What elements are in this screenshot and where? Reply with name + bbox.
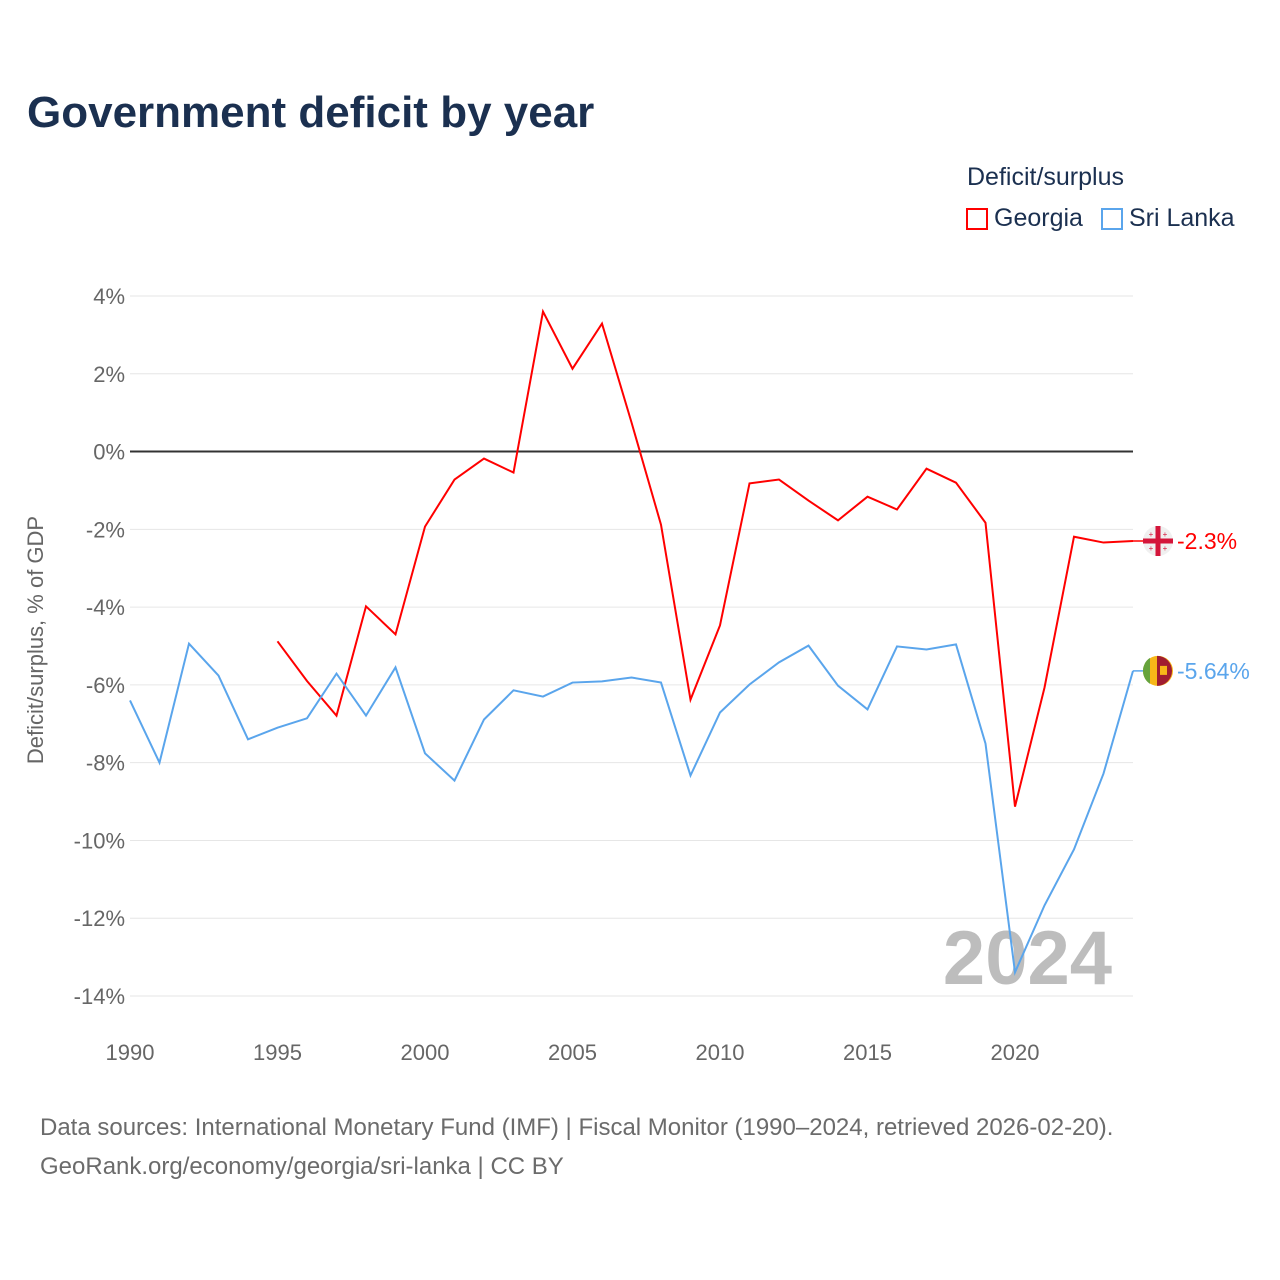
footer: Data sources: International Monetary Fun… bbox=[40, 1108, 1113, 1186]
legend-item-sri-lanka[interactable]: Sri Lanka bbox=[1100, 204, 1235, 233]
series-line-sri-lanka bbox=[129, 641, 1134, 976]
legend-swatch-sri-lanka bbox=[1100, 207, 1123, 230]
y-tick-label: 2% bbox=[93, 362, 125, 387]
legend-label-georgia: Georgia bbox=[994, 204, 1083, 232]
x-tick-label: 2015 bbox=[843, 1040, 892, 1065]
sri-lanka-flag-lion bbox=[1160, 665, 1167, 675]
y-tick-label: -8% bbox=[86, 751, 125, 776]
y-tick-label: -2% bbox=[86, 517, 125, 542]
year-watermark: 2024 bbox=[943, 916, 1112, 1001]
chart-title: Government deficit by year bbox=[27, 88, 595, 137]
y-tick-label: 4% bbox=[93, 284, 125, 309]
y-tick-label: -4% bbox=[86, 595, 125, 620]
legend-title: Deficit/surplus bbox=[967, 163, 1124, 191]
x-tick-label: 1990 bbox=[106, 1040, 155, 1065]
y-tick-label: -12% bbox=[74, 906, 125, 931]
georgia-flag-small-cross: + bbox=[1163, 544, 1168, 553]
georgia-flag-small-cross: + bbox=[1149, 544, 1154, 553]
legend-swatch-georgia bbox=[966, 207, 988, 230]
x-tick-label: 2005 bbox=[548, 1040, 597, 1065]
georgia-flag-cross bbox=[1155, 526, 1161, 556]
y-tick-label: 0% bbox=[93, 440, 125, 465]
end-value-label: -2.3% bbox=[1177, 528, 1237, 554]
y-tick-label: -10% bbox=[74, 828, 125, 853]
legend-label-sri-lanka: Sri Lanka bbox=[1128, 204, 1235, 232]
x-tick-label: 2020 bbox=[991, 1040, 1040, 1065]
legend-item-georgia[interactable]: Georgia bbox=[966, 204, 1083, 233]
x-tick-label: 2010 bbox=[696, 1040, 745, 1065]
source-link[interactable]: GeoRank.org/economy/georgia/sri-lanka | … bbox=[40, 1153, 564, 1180]
x-tick-label: 1995 bbox=[253, 1040, 302, 1065]
y-tick-label: -6% bbox=[86, 673, 125, 698]
x-tick-label: 2000 bbox=[401, 1040, 450, 1065]
y-axis-label: Deficit/surplus, % of GDP bbox=[23, 516, 48, 764]
y-tick-label: -14% bbox=[74, 984, 125, 1009]
legend: Georgia Sri Lanka bbox=[966, 204, 1235, 233]
georgia-flag-small-cross: + bbox=[1149, 530, 1154, 539]
sri-lanka-flag-green bbox=[1142, 657, 1150, 684]
georgia-flag-small-cross: + bbox=[1163, 530, 1168, 539]
data-sources: Data sources: International Monetary Fun… bbox=[40, 1114, 1114, 1141]
series-line-georgia bbox=[276, 308, 1134, 807]
end-value-label: -5.64% bbox=[1177, 658, 1250, 684]
